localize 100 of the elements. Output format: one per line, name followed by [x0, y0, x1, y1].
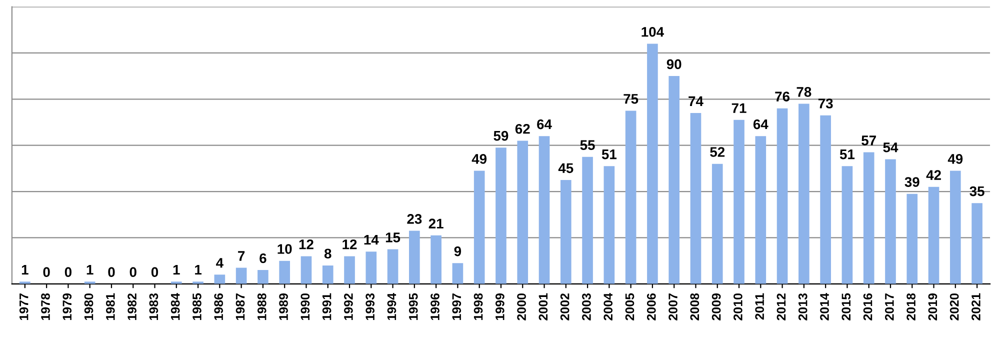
x-tick-label: 2002: [560, 293, 570, 320]
data-label: 0: [64, 267, 72, 278]
x-tick-label: 2004: [604, 293, 613, 320]
data-label: 52: [710, 147, 725, 157]
data-label: 12: [299, 239, 314, 250]
data-label: 75: [624, 94, 638, 104]
x-tick-label: 2006: [646, 293, 656, 320]
bar: [258, 270, 268, 284]
data-label: 76: [775, 92, 790, 102]
x-tick-label: 2000: [517, 293, 526, 320]
data-label: 74: [688, 96, 704, 106]
bar: [820, 115, 831, 284]
data-label: 73: [818, 98, 833, 108]
data-label: 78: [796, 87, 812, 97]
data-label: 1: [86, 265, 94, 275]
data-label: 45: [558, 163, 574, 174]
bar: [690, 113, 702, 284]
data-label: 62: [515, 124, 530, 134]
x-tick-label: 1997: [452, 293, 462, 320]
data-label: 4: [216, 258, 224, 268]
bar: [885, 159, 896, 284]
x-tick-label: 1985: [192, 293, 202, 320]
x-tick-label: 2001: [538, 293, 548, 320]
bar: [906, 194, 918, 284]
x-tick-label: 2008: [690, 293, 700, 320]
data-label: 8: [324, 248, 332, 259]
bar: [755, 136, 766, 284]
data-label: 49: [472, 154, 487, 164]
bar: [842, 166, 853, 284]
data-label: 39: [904, 177, 920, 187]
bar: [430, 235, 442, 284]
bar: [647, 44, 658, 284]
x-tick-label: 1977: [19, 293, 28, 320]
data-label: 0: [108, 267, 115, 278]
x-tick-label: 2018: [906, 293, 916, 320]
x-tick-label: 1979: [62, 293, 72, 320]
data-label: 59: [494, 130, 508, 141]
x-tick-label: 2016: [863, 293, 872, 320]
data-label: 0: [43, 267, 50, 278]
x-tick-label: 2013: [798, 293, 808, 320]
x-tick-label: 1982: [128, 293, 136, 320]
x-tick-label: 1998: [474, 293, 483, 320]
data-label: 49: [948, 154, 963, 164]
bar: [366, 252, 377, 284]
data-label: 64: [537, 119, 552, 130]
bar: [538, 136, 550, 284]
data-label: 71: [732, 103, 746, 113]
bar: [517, 140, 528, 284]
bar: [776, 108, 788, 284]
bar: [863, 152, 874, 284]
bar: [798, 104, 810, 284]
bar: [560, 180, 572, 284]
data-label: 54: [883, 142, 898, 152]
data-label: 7: [238, 251, 245, 261]
x-tick-label: 2021: [972, 293, 980, 320]
x-tick-label: 2007: [668, 293, 678, 320]
x-tick-label: 2003: [582, 293, 591, 320]
x-tick-label: 1990: [300, 293, 310, 320]
bar: [496, 148, 506, 284]
x-tick-label: 2015: [842, 293, 851, 320]
x-tick-label: 1993: [366, 293, 375, 320]
bar: [474, 170, 485, 284]
data-label: 55: [580, 140, 595, 150]
data-label: 0: [151, 267, 158, 278]
data-label: 57: [862, 136, 876, 146]
x-tick-label: 2009: [712, 293, 721, 320]
data-label: 1: [195, 265, 202, 275]
bar: [625, 110, 636, 284]
data-label: 64: [753, 119, 768, 130]
data-label: 1: [173, 265, 180, 275]
data-label: 51: [602, 150, 617, 160]
x-tick-label: 2020: [950, 293, 959, 320]
data-label: 42: [926, 170, 941, 180]
data-label: 104: [642, 26, 664, 37]
data-label: 6: [260, 253, 266, 264]
bar: [279, 260, 290, 284]
x-tick-label: 1984: [170, 293, 180, 320]
bar: [452, 263, 464, 284]
x-tick-label: 2011: [755, 293, 764, 320]
x-tick-label: 1995: [408, 293, 418, 320]
x-tick-label: 1991: [322, 293, 332, 320]
bar: [734, 120, 744, 284]
bar: [950, 170, 961, 284]
x-tick-label: 2010: [734, 293, 742, 320]
bar: [344, 256, 355, 284]
data-label: 23: [407, 214, 422, 224]
data-label: 90: [666, 59, 682, 70]
bar: [582, 156, 593, 284]
bar: [604, 166, 615, 284]
bar: [712, 164, 723, 284]
bar: [387, 249, 398, 284]
x-tick-label: 1989: [279, 293, 288, 320]
x-tick-label: 2017: [884, 293, 894, 320]
x-tick-label: 2019: [928, 293, 938, 320]
x-tick-label: 1988: [257, 293, 266, 320]
data-label: 35: [970, 186, 984, 196]
bar: [214, 274, 226, 284]
bar: [668, 76, 680, 284]
bar: [928, 186, 940, 284]
x-tick-label: 1983: [149, 293, 158, 320]
